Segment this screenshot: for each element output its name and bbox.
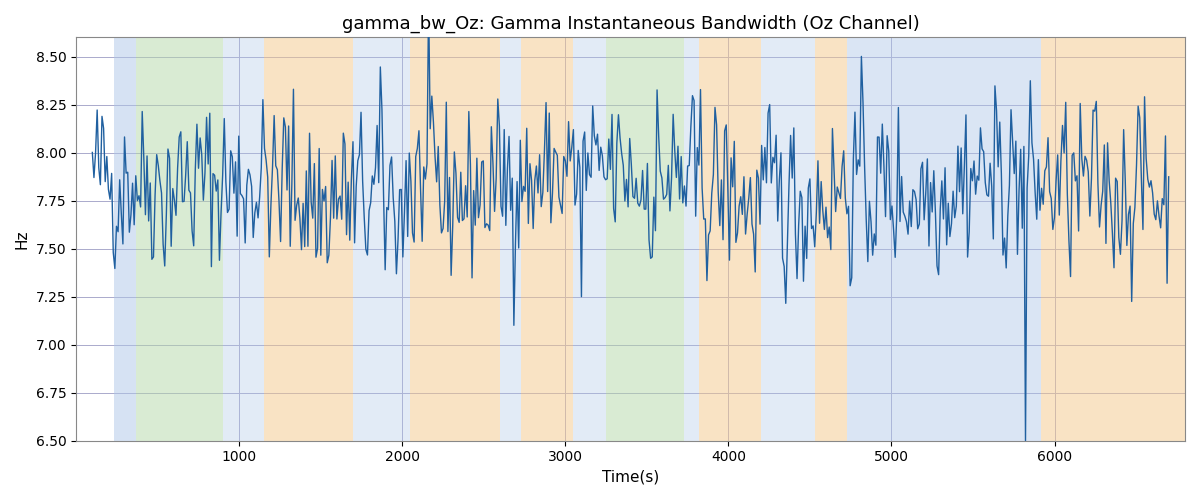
Bar <box>574 38 606 440</box>
Bar <box>264 38 353 440</box>
Bar <box>353 38 410 440</box>
Bar <box>500 38 521 440</box>
Bar <box>1042 38 1184 440</box>
Bar <box>223 38 264 440</box>
Bar <box>847 38 1042 440</box>
Bar <box>606 38 684 440</box>
Title: gamma_bw_Oz: Gamma Instantaneous Bandwidth (Oz Channel): gamma_bw_Oz: Gamma Instantaneous Bandwid… <box>342 15 919 34</box>
Bar <box>761 38 815 440</box>
Bar <box>700 38 761 440</box>
X-axis label: Time(s): Time(s) <box>602 470 659 485</box>
Bar <box>137 38 223 440</box>
Y-axis label: Hz: Hz <box>14 230 30 249</box>
Bar <box>521 38 574 440</box>
Bar <box>815 38 847 440</box>
Bar <box>684 38 700 440</box>
Bar <box>114 38 137 440</box>
Bar <box>410 38 500 440</box>
